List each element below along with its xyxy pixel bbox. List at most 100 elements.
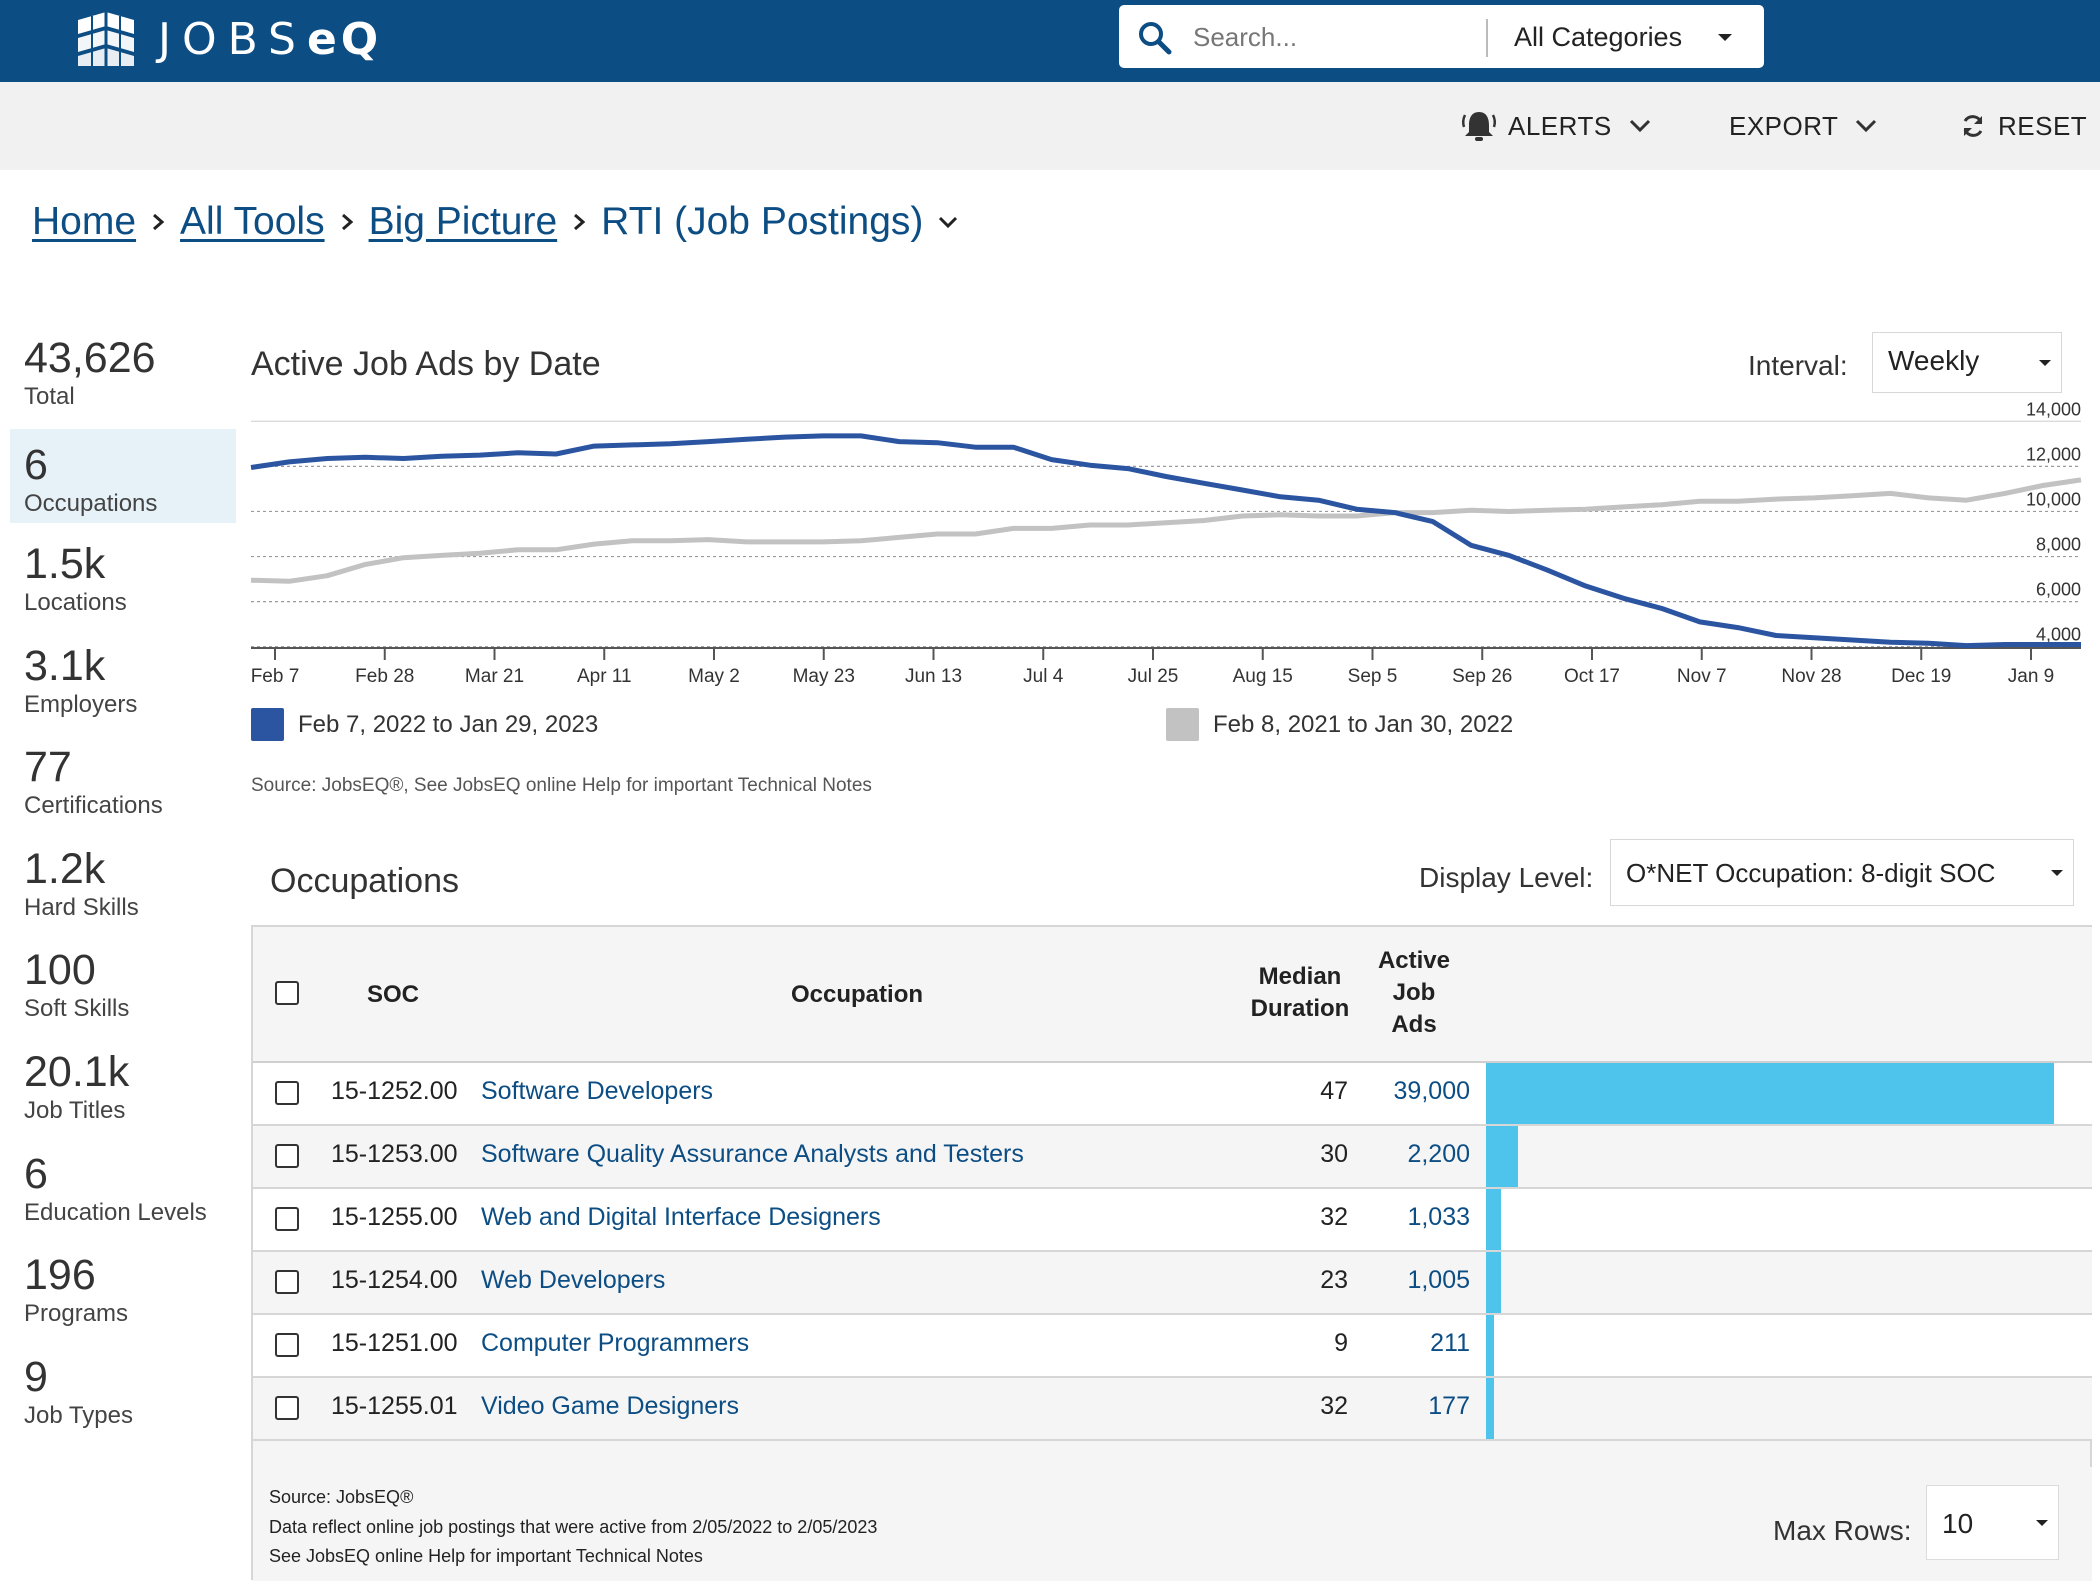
row-checkbox[interactable]: [275, 1207, 299, 1231]
export-label: EXPORT: [1729, 110, 1839, 141]
row-checkbox[interactable]: [275, 1396, 299, 1420]
chevron-down-icon[interactable]: [937, 215, 959, 229]
stat-certifications[interactable]: 77 Certifications: [10, 743, 236, 821]
soc-code: 15-1254.00: [331, 1266, 458, 1294]
reset-button[interactable]: RESET: [1960, 108, 2087, 144]
table-row[interactable]: 15-1255.01 Video Game Designers 32 177: [253, 1378, 2092, 1441]
soc-code: 15-1251.00: [331, 1329, 458, 1357]
stat-programs[interactable]: 196 Programs: [10, 1251, 236, 1329]
table-row[interactable]: 15-1252.00 Software Developers 47 39,000: [253, 1063, 2092, 1126]
jobseq-logo[interactable]: JOBSeQ: [72, 4, 382, 74]
median-duration: 32: [1320, 1203, 1348, 1231]
stat-job-titles[interactable]: 20.1k Job Titles: [10, 1048, 236, 1126]
stat-occupations[interactable]: 6 Occupations: [10, 429, 236, 523]
chart-series: [250, 433, 2082, 649]
row-checkbox[interactable]: [275, 1144, 299, 1168]
x-tick-label: Aug 15: [1233, 666, 1293, 687]
export-button[interactable]: EXPORT: [1729, 108, 1878, 144]
column-header-occupation[interactable]: Occupation: [791, 981, 924, 1008]
stat-label: Total: [24, 383, 75, 410]
x-tick-label: Apr 11: [577, 666, 632, 687]
search-icon[interactable]: [1137, 20, 1173, 56]
occupation-link[interactable]: Software Developers: [481, 1077, 714, 1105]
table-row[interactable]: 15-1251.00 Computer Programmers 9 211: [253, 1315, 2092, 1378]
caret-down-icon: [1718, 34, 1732, 41]
alerts-button[interactable]: ALERTS: [1460, 108, 1652, 144]
breadcrumb-all-tools-link[interactable]: All Tools: [180, 200, 325, 243]
legend-item-current[interactable]: Feb 7, 2022 to Jan 29, 2023: [251, 708, 598, 741]
stat-job-types[interactable]: 9 Job Types: [10, 1353, 236, 1431]
table-row[interactable]: 15-1254.00 Web Developers 23 1,005: [253, 1252, 2092, 1315]
stat-soft-skills[interactable]: 100 Soft Skills: [10, 946, 236, 1024]
job-ads-bar: [1486, 1126, 1518, 1187]
search-input[interactable]: [1193, 15, 1483, 59]
active-job-ads-link[interactable]: 1,033: [1407, 1203, 1470, 1231]
occupation-link[interactable]: Software Quality Assurance Analysts and …: [481, 1140, 1024, 1168]
stat-value: 1.5k: [24, 540, 106, 588]
x-tick-label: Jan 9: [2008, 666, 2054, 687]
active-job-ads-link[interactable]: 211: [1430, 1329, 1470, 1357]
stat-locations[interactable]: 1.5k Locations: [10, 540, 236, 618]
job-ads-bar: [1486, 1189, 1501, 1250]
active-job-ads-link[interactable]: 177: [1428, 1392, 1470, 1420]
bell-alarm-icon: [1461, 112, 1497, 141]
row-checkbox[interactable]: [275, 1081, 299, 1105]
legend-swatch: [1166, 708, 1199, 741]
display-level-select[interactable]: O*NET Occupation: 8-digit SOC: [1610, 839, 2074, 906]
x-tick-label: Mar 21: [465, 666, 524, 687]
max-rows-select[interactable]: 10: [1926, 1485, 2059, 1560]
stat-education-levels[interactable]: 6 Education Levels: [10, 1150, 236, 1228]
stat-hard-skills[interactable]: 1.2k Hard Skills: [10, 845, 236, 923]
soc-code: 15-1255.00: [331, 1203, 458, 1231]
breadcrumb-current-page[interactable]: RTI (Job Postings): [601, 200, 924, 243]
stat-total[interactable]: 43,626 Total: [10, 334, 236, 412]
select-all-checkbox[interactable]: [275, 981, 299, 1005]
row-checkbox[interactable]: [275, 1270, 299, 1294]
occupation-link[interactable]: Computer Programmers: [481, 1329, 750, 1357]
active-job-ads-link[interactable]: 39,000: [1393, 1077, 1470, 1105]
interval-select[interactable]: Weekly: [1872, 332, 2062, 393]
median-duration: 9: [1334, 1329, 1348, 1357]
series-line-previous-year[interactable]: [250, 477, 2082, 584]
display-level-label: Display Level:: [1419, 862, 1594, 893]
table-row[interactable]: 15-1253.00 Software Quality Assurance An…: [253, 1126, 2092, 1189]
logo-blocks-icon: [78, 12, 134, 66]
stat-label: Employers: [24, 691, 138, 718]
breadcrumb-big-picture-link[interactable]: Big Picture: [368, 200, 558, 243]
y-tick-label: 12,000: [2026, 444, 2081, 464]
x-tick-label: Feb 28: [355, 666, 414, 687]
category-select[interactable]: All Categories: [1514, 15, 1754, 59]
column-header-active-job-ads[interactable]: Active Job Ads: [1368, 945, 1460, 1041]
legend-item-previous[interactable]: Feb 8, 2021 to Jan 30, 2022: [1166, 708, 1513, 741]
stat-label: Job Types: [24, 1402, 133, 1429]
median-duration: 30: [1320, 1140, 1348, 1168]
stat-value: 6: [24, 441, 48, 489]
column-header-median-duration[interactable]: Median Duration: [1240, 961, 1360, 1025]
stat-value: 196: [24, 1251, 96, 1299]
y-tick-label: 4,000: [2036, 625, 2081, 645]
x-tick-label: Sep 5: [1348, 666, 1398, 687]
soc-code: 15-1255.01: [331, 1392, 458, 1420]
y-tick-label: 6,000: [2036, 580, 2081, 600]
table-footer: Source: JobsEQ® Data reflect online job …: [253, 1467, 2092, 1581]
column-header-soc[interactable]: SOC: [367, 981, 420, 1008]
occupation-link[interactable]: Web and Digital Interface Designers: [481, 1203, 881, 1231]
series-line-current-year[interactable]: [250, 433, 2081, 649]
active-job-ads-link[interactable]: 2,200: [1407, 1140, 1470, 1168]
top-header: JOBSeQ All Categories: [0, 0, 2100, 82]
stat-value: 3.1k: [24, 642, 106, 690]
active-job-ads-link[interactable]: 1,005: [1407, 1266, 1470, 1294]
occupation-link[interactable]: Web Developers: [481, 1266, 666, 1294]
stat-employers[interactable]: 3.1k Employers: [10, 642, 236, 720]
x-tick-label: Sep 26: [1452, 666, 1512, 687]
x-tick-label: Dec 19: [1891, 666, 1951, 687]
breadcrumb-home-link[interactable]: Home: [32, 200, 137, 243]
median-duration: 32: [1320, 1392, 1348, 1420]
stat-label: Job Titles: [24, 1097, 126, 1124]
occupation-link[interactable]: Video Game Designers: [481, 1392, 740, 1420]
interval-label: Interval:: [1748, 350, 1848, 381]
table-row[interactable]: 15-1255.00 Web and Digital Interface Des…: [253, 1189, 2092, 1252]
x-tick-label: Oct 17: [1564, 666, 1620, 687]
row-checkbox[interactable]: [275, 1333, 299, 1357]
